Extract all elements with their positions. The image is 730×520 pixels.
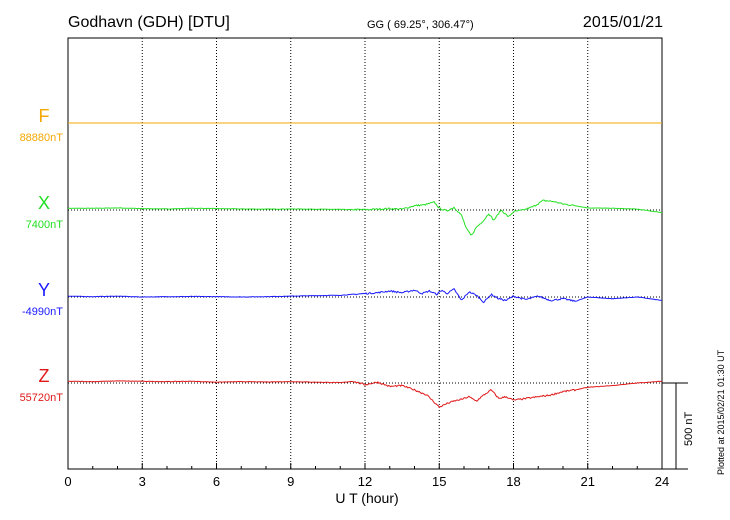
- x-tick-label-18: 18: [506, 474, 520, 489]
- series-baseline-value-x: 7400nT: [26, 219, 64, 231]
- series-letter-f: F: [39, 106, 50, 126]
- scale-bar-label: 500 nT: [683, 411, 695, 446]
- grid-lines: [141, 38, 589, 469]
- chart-title: Godhavn (GDH) [DTU]: [68, 14, 230, 31]
- x-tick-label-6: 6: [213, 474, 220, 489]
- x-tick-label-0: 0: [64, 474, 71, 489]
- x-tick-label-21: 21: [581, 474, 595, 489]
- x-tick-label-24: 24: [655, 474, 669, 489]
- plotted-at-note: Plotted at 2015/02/21 01:30 UT: [716, 349, 726, 475]
- series-baseline-value-y: -4990nT: [22, 306, 63, 318]
- trace-z: [67, 380, 663, 409]
- series-labels: F 88880nT X 7400nT Y -4990nT Z 55720nT: [20, 106, 64, 404]
- x-tick-label-12: 12: [358, 474, 372, 489]
- series-baseline-value-z: 55720nT: [20, 392, 64, 404]
- series-traces: [67, 122, 663, 409]
- x-tick-label-15: 15: [432, 474, 446, 489]
- x-tick-label-3: 3: [139, 474, 146, 489]
- series-letter-z: Z: [39, 366, 50, 386]
- x-axis-ticks: 0 3 6 9 12 15 18 21 24: [64, 463, 669, 489]
- scale-bar: 500 nT: [662, 382, 695, 470]
- series-letter-x: X: [38, 193, 50, 213]
- x-axis-label: U T (hour): [335, 490, 398, 506]
- series-letter-y: Y: [38, 280, 50, 300]
- series-baseline-value-f: 88880nT: [20, 132, 64, 144]
- chart-date: 2015/01/21: [583, 14, 663, 31]
- trace-y: [67, 288, 662, 304]
- station-coordinates: GG ( 69.25°, 306.47°): [367, 19, 474, 31]
- x-tick-label-9: 9: [287, 474, 294, 489]
- trace-x: [67, 199, 663, 236]
